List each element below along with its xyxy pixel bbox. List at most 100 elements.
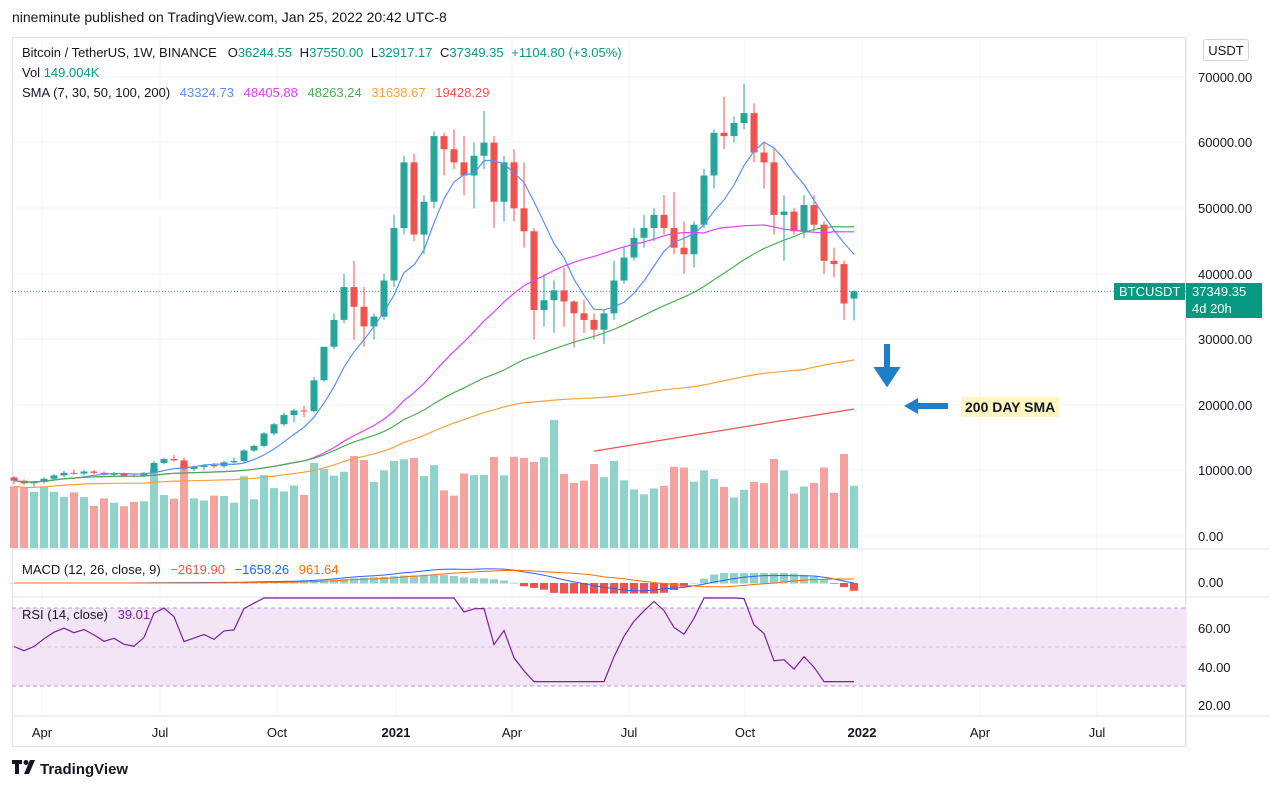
candle-body (260, 433, 268, 446)
candle-body (170, 459, 178, 461)
volume-bar (350, 456, 358, 548)
candle-body (390, 227, 398, 281)
candle-body (190, 466, 198, 469)
macd-histogram-bar (710, 574, 718, 584)
volume-bar (450, 495, 458, 548)
price-axis-label: 40000.00 (1198, 267, 1252, 282)
ohlc-high-label: H (299, 45, 310, 60)
volume-bar (30, 491, 38, 548)
candle-body (270, 424, 278, 434)
last-price: 37349.35 (1192, 284, 1247, 299)
macd-histogram-bar (760, 573, 768, 584)
macd-histogram-bar (720, 573, 728, 584)
macd-histogram-bar (640, 583, 648, 594)
candle-body (50, 475, 58, 479)
volume-bar (170, 498, 178, 548)
volume-bar (220, 495, 228, 548)
macd-histogram-bar (320, 580, 328, 584)
volume-bar (390, 461, 398, 548)
candle-body (110, 473, 118, 475)
time-axis-label: Apr (32, 725, 53, 740)
time-axis-label: 2022 (848, 725, 877, 740)
axes: 70000.00 60000.00 50000.00 40000.00 30000.00… (32, 70, 1252, 740)
rsi-axis-label: 40.00 (1198, 660, 1231, 675)
volume-bar (270, 488, 278, 548)
candle-body (90, 471, 98, 473)
volume-label: Vol (22, 65, 41, 80)
macd-histogram-bar (410, 575, 418, 584)
rsi-background (12, 608, 1186, 686)
candle-body (630, 237, 638, 258)
time-axis-label: Oct (267, 725, 288, 740)
ohlc-high: 37550.00 (309, 45, 364, 60)
macd-histogram-bar (390, 576, 398, 584)
volume-bar (760, 483, 768, 548)
volume-bar (640, 494, 648, 548)
rsi-legend: RSI (14, close) 39.01 (22, 607, 150, 622)
macd-histogram-bar (740, 573, 748, 584)
volume-bar (470, 475, 478, 548)
volume-bar (710, 478, 718, 548)
candle-body (210, 464, 218, 467)
sma50-value: 48263.24 (307, 85, 362, 100)
candle-body (550, 290, 558, 301)
macd-histogram-bar (430, 574, 438, 584)
volume-bar (100, 498, 108, 548)
macd-histogram-bar (670, 583, 678, 591)
candle-body (450, 149, 458, 163)
macd-histogram-bar (420, 574, 428, 584)
ohlc-open-label: O (227, 45, 238, 60)
candle-body (780, 211, 788, 215)
candle-body (60, 472, 68, 476)
volume-bar (190, 498, 198, 548)
candle-body (250, 445, 258, 451)
sma50-line (13, 225, 855, 483)
rsi-band (12, 607, 1186, 687)
rsi-pane (13, 597, 854, 683)
currency-button[interactable]: USDT (1203, 39, 1249, 61)
macd-histogram-bar (400, 575, 408, 584)
tradingview-logo-icon (12, 760, 36, 778)
candle-body (790, 211, 798, 232)
volume-bar (300, 494, 308, 548)
macd-histogram-bar (660, 583, 668, 593)
candle-body (480, 142, 488, 156)
candle-body (290, 410, 298, 416)
footer-brand[interactable]: TradingView (12, 760, 128, 778)
candle-body (340, 287, 348, 320)
volume-bar (750, 482, 758, 548)
candle-body (240, 450, 248, 462)
candle-body (350, 287, 358, 307)
price-axis-label: 60000.00 (1198, 135, 1252, 150)
volume-bar (740, 489, 748, 548)
volume-bar (530, 462, 538, 548)
chart-legend: Bitcoin / TetherUS, 1W, BINANCE O36244.5… (22, 43, 626, 103)
volume-bar (840, 454, 848, 548)
candle-body (760, 152, 768, 163)
rsi-value: 39.01 (117, 607, 151, 622)
macd-histogram-bar (450, 575, 458, 584)
macd-histogram-bar (570, 583, 578, 594)
candle-body (180, 460, 188, 469)
volume-bar (790, 493, 798, 548)
volume-bar (830, 492, 838, 548)
volume-bar (330, 475, 338, 548)
macd-pane (10, 568, 858, 594)
macd-histogram-bar (370, 577, 378, 584)
candle-body (70, 472, 78, 474)
symbol-price-tag: BTCUSDT (1114, 283, 1186, 300)
macd-histogram-bar (440, 574, 448, 584)
time-axis-label: 2021 (382, 725, 411, 740)
candle-body (680, 247, 688, 255)
candle-body (330, 319, 338, 347)
volume-bar (180, 463, 188, 548)
volume-bar (800, 486, 808, 548)
price-axis-label: 50000.00 (1198, 201, 1252, 216)
volume-bar (770, 459, 778, 548)
macd-histogram-bar (310, 580, 318, 584)
macd-histogram-bar (470, 578, 478, 584)
candle-body (370, 316, 378, 327)
time-axis-label: Jul (621, 725, 638, 740)
candle-body (710, 132, 718, 176)
